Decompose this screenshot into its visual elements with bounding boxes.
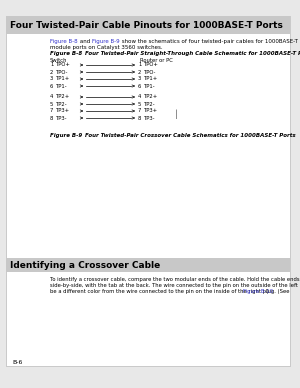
Text: 1: 1 [138, 62, 141, 68]
Text: Figure B-9: Figure B-9 [50, 133, 82, 138]
Text: TP1+: TP1+ [144, 76, 158, 81]
Text: .): .) [265, 289, 269, 294]
Text: 5: 5 [138, 102, 141, 106]
Text: To identify a crossover cable, compare the two modular ends of the cable. Hold t: To identify a crossover cable, compare t… [50, 277, 300, 282]
Text: 8: 8 [138, 116, 141, 121]
Text: TP3-: TP3- [144, 116, 155, 121]
Text: module ports on Catalyst 3560 switches.: module ports on Catalyst 3560 switches. [50, 45, 163, 50]
Text: Figure B-10: Figure B-10 [243, 289, 273, 294]
Text: TP1-: TP1- [56, 83, 68, 88]
Text: TPO+: TPO+ [144, 62, 159, 68]
Text: Figure B-9: Figure B-9 [92, 39, 120, 44]
Text: Four Twisted-Pair Straight-Through Cable Schematic for 1000BASE-T Ports: Four Twisted-Pair Straight-Through Cable… [85, 51, 300, 56]
Bar [6, 258, 290, 272]
Text: 4: 4 [50, 95, 53, 99]
Text: TP1+: TP1+ [56, 76, 70, 81]
Text: 3: 3 [138, 76, 141, 81]
Text: be a different color from the wire connected to the pin on the inside of the rig: be a different color from the wire conne… [50, 289, 291, 294]
Text: TPO-: TPO- [144, 69, 156, 74]
Text: Figure B-8: Figure B-8 [50, 39, 78, 44]
Text: side-by-side, with the tab at the back. The wire connected to the pin on the out: side-by-side, with the tab at the back. … [50, 283, 300, 288]
Text: 3: 3 [50, 76, 53, 81]
Text: 4: 4 [138, 95, 141, 99]
Text: 6: 6 [138, 83, 141, 88]
Text: B-6: B-6 [12, 360, 22, 364]
Text: and: and [78, 39, 92, 44]
Text: 5: 5 [50, 102, 53, 106]
Text: TP2+: TP2+ [144, 95, 158, 99]
Text: TP3+: TP3+ [56, 109, 70, 114]
Text: Four Twisted-Pair Crossover Cable Schematics for 1000BASE-T Ports: Four Twisted-Pair Crossover Cable Schema… [85, 133, 296, 138]
Text: 2: 2 [138, 69, 141, 74]
Text: TP3-: TP3- [56, 116, 68, 121]
Text: TPO+: TPO+ [56, 62, 71, 68]
Text: TP1-: TP1- [144, 83, 156, 88]
Text: TP2+: TP2+ [56, 95, 70, 99]
Text: Router or PC: Router or PC [140, 58, 173, 63]
Text: TP3+: TP3+ [144, 109, 158, 114]
Text: Identifying a Crossover Cable: Identifying a Crossover Cable [10, 260, 160, 270]
Text: 1: 1 [50, 62, 53, 68]
Text: TPO-: TPO- [56, 69, 68, 74]
Text: │: │ [174, 109, 179, 119]
Text: Four Twisted-Pair Cable Pinouts for 1000BASE-T Ports: Four Twisted-Pair Cable Pinouts for 1000… [10, 21, 283, 29]
Text: Figure B-8: Figure B-8 [50, 51, 82, 56]
Text: Switch: Switch [50, 58, 68, 63]
Text: TP2-: TP2- [56, 102, 68, 106]
Text: 7: 7 [50, 109, 53, 114]
Text: 6: 6 [50, 83, 53, 88]
Text: 7: 7 [138, 109, 141, 114]
Text: 8: 8 [50, 116, 53, 121]
Text: show the schematics of four twisted-pair cables for 1000BASE-T SFP: show the schematics of four twisted-pair… [120, 39, 300, 44]
Text: TP2-: TP2- [144, 102, 156, 106]
Bar [6, 16, 290, 34]
Text: 2: 2 [50, 69, 53, 74]
